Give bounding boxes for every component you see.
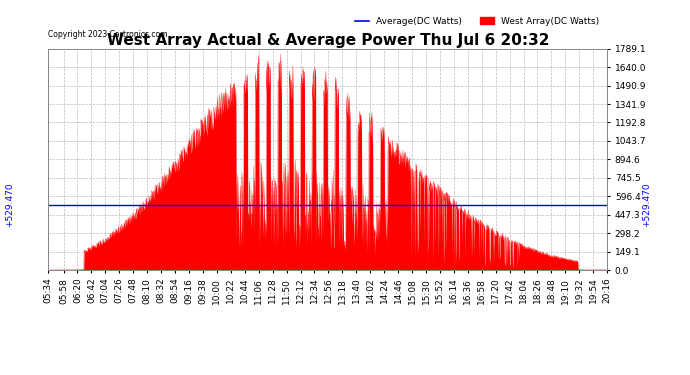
Text: +529.470: +529.470 xyxy=(642,182,651,227)
Title: West Array Actual & Average Power Thu Jul 6 20:32: West Array Actual & Average Power Thu Ju… xyxy=(106,33,549,48)
Legend: Average(DC Watts), West Array(DC Watts): Average(DC Watts), West Array(DC Watts) xyxy=(352,13,602,30)
Text: Copyright 2023 Cartronics.com: Copyright 2023 Cartronics.com xyxy=(48,30,168,39)
Text: +529.470: +529.470 xyxy=(5,182,14,227)
